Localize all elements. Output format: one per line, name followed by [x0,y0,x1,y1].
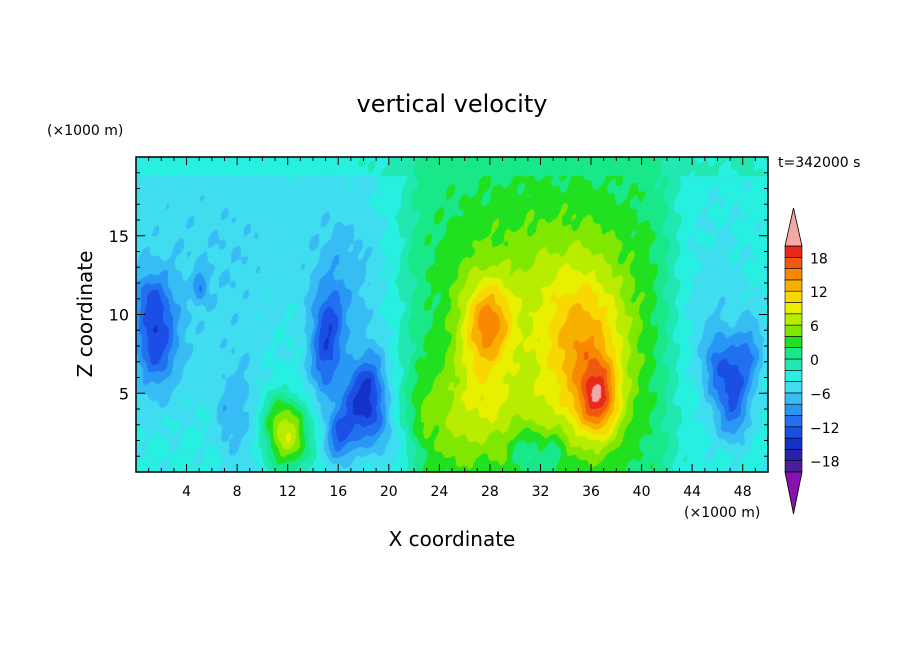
colorbar-swatch [784,324,803,337]
x-tick-label: 8 [233,484,242,500]
x-tick-label: 40 [633,484,651,500]
y-unit-label: (×1000 m) [47,123,123,139]
colorbar-label: −12 [810,421,840,437]
x-tick-label: 32 [532,484,550,500]
x-tick-label: 24 [430,484,448,500]
colorbar-label: −6 [810,387,831,403]
x-tick-label: 28 [481,484,499,500]
colorbar-swatch [784,302,803,315]
x-tick-label: 20 [380,484,398,500]
colorbar-swatch [784,392,803,405]
y-axis-title: Z coordinate [73,251,97,378]
colorbar: 18 12 6 0 −6 −12 −18 [784,207,840,515]
colorbar-swatch [784,415,803,428]
colorbar-swatch [784,290,803,303]
colorbar-swatch [784,279,803,292]
colorbar-over-triangle [784,207,803,247]
colorbar-swatch [784,313,803,326]
colorbar-swatch [784,369,803,382]
colorbar-swatch [784,358,803,371]
y-tick-label: 5 [119,384,129,403]
colorbar-swatch [784,256,803,269]
colorbar-swatch [784,426,803,439]
colorbar-label: 0 [810,353,819,369]
colorbar-under-triangle [784,471,803,515]
y-axis-ticks: 5 10 15 [109,172,768,457]
x-unit-label: (×1000 m) [684,505,760,521]
x-tick-label: 12 [279,484,297,500]
colorbar-swatch [784,268,803,281]
colorbar-label: 18 [810,251,828,267]
x-tick-label: 16 [329,484,347,500]
colorbar-swatch [784,245,803,258]
chart-title: vertical velocity [357,90,548,118]
heatmap-field [136,157,768,472]
colorbar-swatch [784,403,803,416]
x-tick-label: 48 [734,484,752,500]
x-tick-label: 44 [683,484,701,500]
colorbar-swatch [784,336,803,348]
colorbar-swatch [784,347,803,360]
x-tick-label: 36 [582,484,600,500]
time-label: t=342000 s [778,155,860,171]
colorbar-swatch [784,381,803,394]
y-tick-label: 15 [109,227,129,246]
x-tick-label: 4 [182,484,191,500]
colorbar-label: 6 [810,319,819,335]
colorbar-swatch [784,460,803,473]
colorbar-swatch [784,437,803,450]
x-axis-title: X coordinate [389,527,516,551]
colorbar-swatch [784,449,803,461]
colorbar-label: −18 [810,455,840,471]
x-axis-ticks: 4 8 12 16 20 24 28 32 36 40 44 48 [148,157,756,500]
y-tick-label: 10 [109,306,129,325]
colorbar-label: 12 [810,285,828,301]
